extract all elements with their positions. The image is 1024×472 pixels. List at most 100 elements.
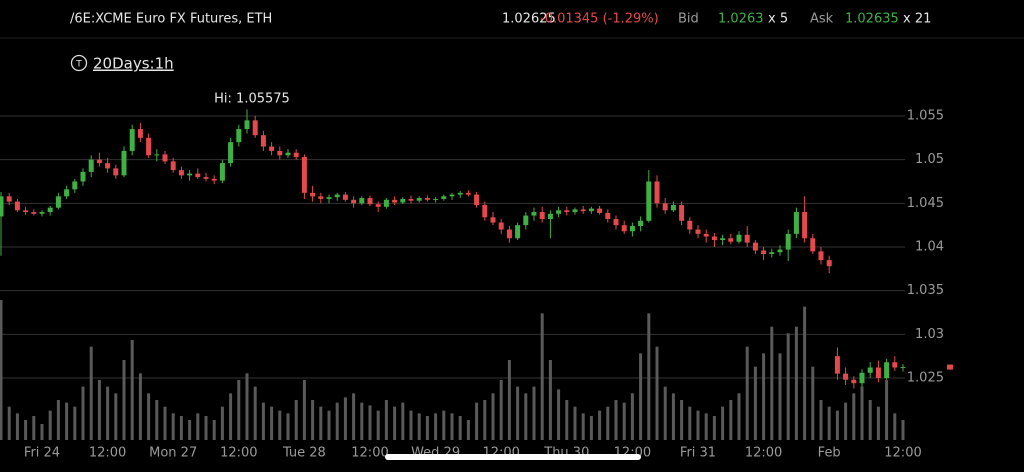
volume-bar <box>352 393 356 440</box>
period-icon[interactable] <box>70 54 88 72</box>
volume-bar <box>368 405 372 440</box>
volume-bar <box>56 400 60 440</box>
volume-bar <box>491 393 495 440</box>
volume-bar <box>516 386 520 440</box>
y-tick-label: 1.03 <box>915 327 944 342</box>
candle-body <box>269 146 275 151</box>
candle-body <box>252 120 258 136</box>
volume-bar <box>393 406 397 440</box>
volume-bar <box>327 410 331 440</box>
volume-bar <box>278 410 282 440</box>
volume-bar <box>753 366 757 440</box>
candle-body <box>23 210 29 213</box>
candle-body <box>326 197 332 199</box>
candle-body <box>900 367 906 369</box>
volume-bar <box>270 406 274 440</box>
volume-bar <box>598 410 602 440</box>
y-tick-label: 1.025 <box>907 370 944 385</box>
x-tick-label: 12:00 <box>351 446 388 461</box>
volume-bar <box>81 386 85 440</box>
candle-body <box>236 129 242 143</box>
volume-bar <box>876 406 880 440</box>
volume-bar <box>401 402 405 440</box>
volume-bar <box>376 410 380 440</box>
volume-bar <box>286 413 290 440</box>
volume-bar <box>237 380 241 440</box>
volume-bar <box>294 400 298 440</box>
candle-body <box>285 152 291 156</box>
volume-bar <box>442 410 446 440</box>
candle-body <box>64 189 70 197</box>
candle-body <box>564 210 570 213</box>
bid-label: Bid <box>678 12 699 27</box>
candle-body <box>498 222 504 230</box>
ask: 1.02635 <box>845 12 899 27</box>
candle-body <box>400 198 406 203</box>
change: -0.01345 (-1.29%) <box>540 12 659 27</box>
candle-body <box>777 249 783 253</box>
volume-bar <box>89 346 93 440</box>
candle-body <box>572 209 578 213</box>
candle-body <box>96 159 102 164</box>
candle-body <box>449 194 455 197</box>
volume-bar <box>860 386 864 440</box>
period-icon-text: T <box>75 60 82 70</box>
volume-bar <box>122 360 126 440</box>
volume-bar <box>893 413 897 440</box>
high-annotation: Hi: 1.05575 <box>214 92 290 107</box>
candle-body <box>228 142 234 164</box>
volume-bar <box>15 413 19 440</box>
volume-bar <box>557 389 561 440</box>
volume-bar <box>302 380 306 440</box>
candle-body <box>162 154 168 162</box>
candle-body <box>219 163 225 181</box>
candle-body <box>154 154 160 156</box>
volume-bar <box>475 402 479 440</box>
volume-bar <box>680 400 684 440</box>
period-selector[interactable]: 20Days:1h <box>93 55 174 73</box>
candle-body <box>638 220 644 227</box>
volume-bar <box>786 333 790 440</box>
volume-bar <box>171 413 175 440</box>
candle-body <box>195 173 201 178</box>
candle-body <box>203 177 209 179</box>
volume-bar <box>0 300 3 440</box>
candle-body <box>408 198 414 201</box>
candle-body <box>752 242 758 251</box>
last-price-marker <box>947 364 953 370</box>
candle-body <box>597 208 603 213</box>
candle-body <box>482 205 488 218</box>
candle-body <box>105 163 111 169</box>
candle-body <box>802 212 808 239</box>
volume-bar <box>606 406 610 440</box>
last-price: 1.02625 <box>502 12 556 27</box>
volume-bar <box>343 397 347 440</box>
volume-bar <box>212 420 216 440</box>
candle-body <box>146 137 152 156</box>
candle-body <box>834 356 840 374</box>
symbol: /6E:XCME Euro FX Futures, ETH <box>70 12 272 27</box>
candle-body <box>334 194 340 198</box>
volume-bar <box>409 410 413 440</box>
volume-bar <box>721 406 725 440</box>
volume-bar <box>581 413 585 440</box>
volume-bar <box>48 410 52 440</box>
volume-bar <box>745 346 749 440</box>
volume-bar <box>130 340 134 440</box>
candle-body <box>490 217 496 223</box>
volume-bar <box>565 400 569 440</box>
plot: 1.055 1.05 1.045 1.04 1.035 1.03 1.025 Fri 24 12… <box>0 108 953 461</box>
volume-bar <box>147 393 151 440</box>
volume-bar <box>417 413 421 440</box>
volume-bar <box>261 402 265 440</box>
candle-body <box>137 129 143 138</box>
candle-body <box>810 238 816 252</box>
candle-body <box>580 209 586 212</box>
volume-bar <box>762 353 766 440</box>
candle-body <box>342 194 348 200</box>
candle-body <box>629 226 635 232</box>
candle-body <box>703 233 709 237</box>
volume-bar <box>450 413 454 440</box>
